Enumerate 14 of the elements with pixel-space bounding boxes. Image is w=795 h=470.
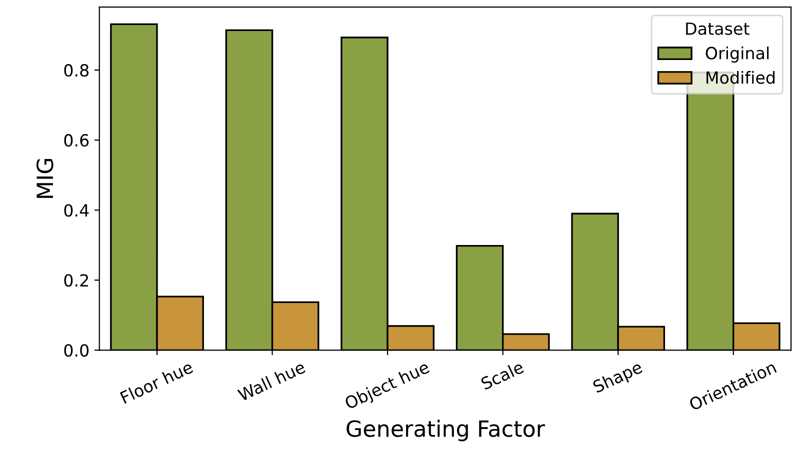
x-axis-title: Generating Factor (346, 420, 545, 442)
x-tick-label: Scale (480, 360, 524, 390)
legend-label: Modified (706, 70, 775, 84)
x-tick-label: Shape (592, 360, 644, 396)
y-tick-label: 0.6 (64, 134, 89, 147)
y-tick-label: 0.0 (64, 344, 89, 357)
legend-title: Dataset (686, 22, 750, 35)
y-tick-label: 0.4 (64, 204, 89, 217)
x-tick-label: Floor hue (120, 360, 194, 404)
y-tick-label: 0.8 (64, 64, 89, 77)
x-tick-label: Wall hue (236, 360, 306, 402)
y-tick-label: 0.2 (64, 274, 88, 287)
y-axis-title: MIG (36, 158, 54, 198)
legend-label: Original (706, 46, 769, 63)
